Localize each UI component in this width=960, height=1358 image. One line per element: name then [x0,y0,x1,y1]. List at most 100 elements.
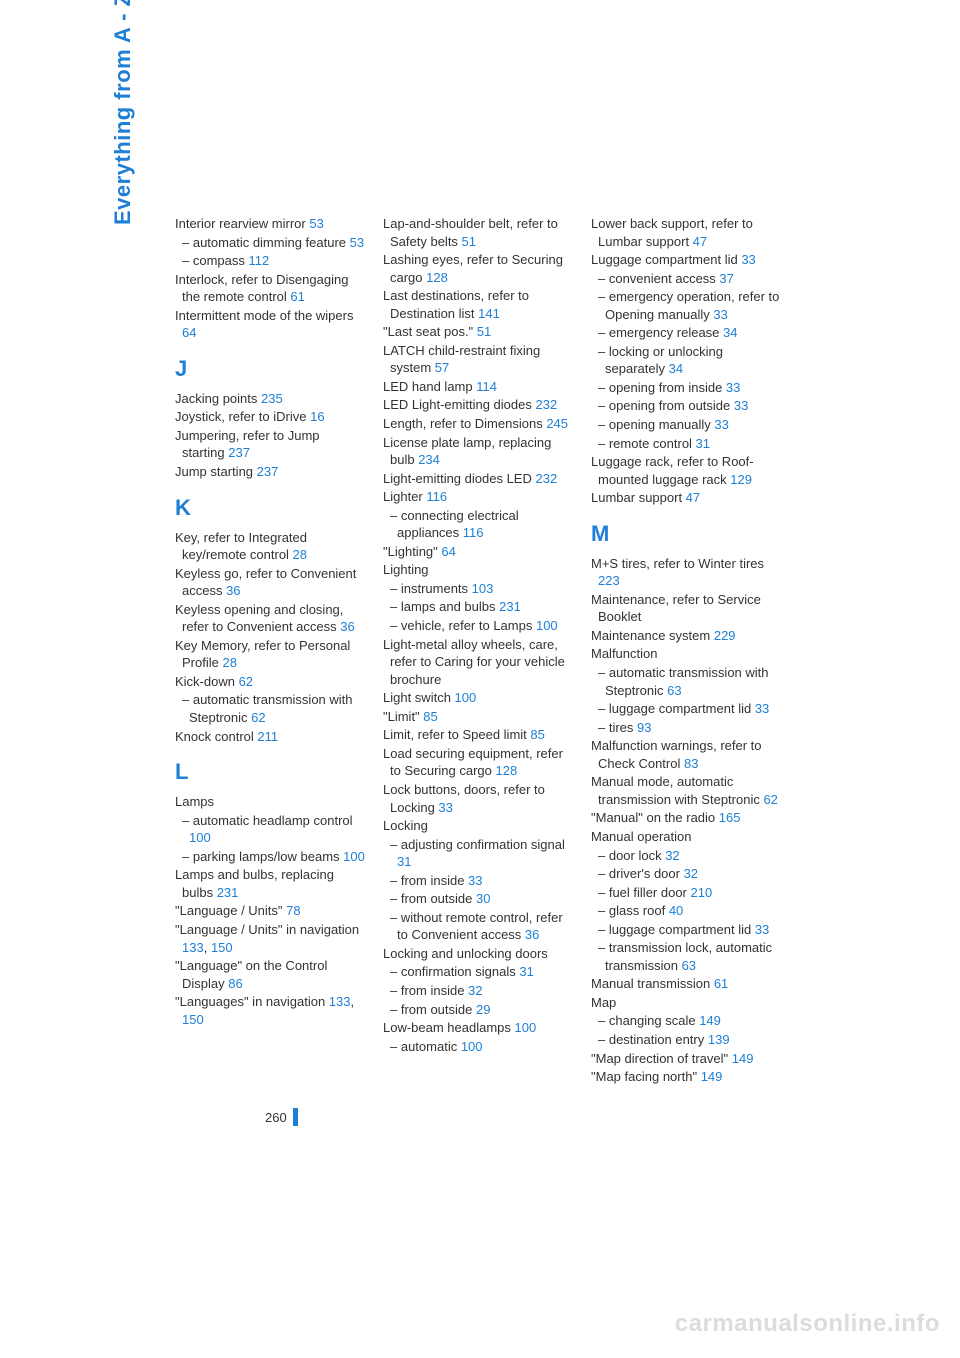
page-reference[interactable]: 16 [310,409,324,424]
page-reference[interactable]: 114 [476,379,497,394]
page-reference[interactable]: 33 [468,873,482,888]
page-reference[interactable]: 63 [667,683,681,698]
index-entry-text: Load securing equipment, refer to Securi… [383,745,573,780]
page-reference[interactable]: 29 [476,1002,490,1017]
page-reference[interactable]: 100 [455,690,477,705]
page-reference[interactable]: 36 [340,619,354,634]
page-reference[interactable]: 31 [397,854,411,869]
page-reference[interactable]: 30 [476,891,490,906]
page-reference[interactable]: 231 [499,599,521,614]
page-reference[interactable]: 33 [755,922,769,937]
page-reference[interactable]: 235 [261,391,283,406]
page-reference[interactable]: 149 [699,1013,721,1028]
page-reference[interactable]: 128 [496,763,518,778]
page-reference[interactable]: 34 [723,325,737,340]
page-reference[interactable]: 223 [598,573,620,588]
page-reference[interactable]: 116 [463,525,484,540]
page-reference[interactable]: 51 [477,324,491,339]
page-reference[interactable]: 139 [708,1032,730,1047]
page-reference[interactable]: 57 [435,360,449,375]
page-reference[interactable]: 231 [217,885,239,900]
page-reference[interactable]: 116 [426,489,447,504]
page-reference[interactable]: 128 [426,270,448,285]
page-reference[interactable]: 33 [714,417,728,432]
page-reference[interactable]: 53 [350,235,364,250]
page-reference[interactable]: 100 [515,1020,537,1035]
page-reference[interactable]: 85 [530,727,544,742]
page-reference[interactable]: 33 [741,252,755,267]
page-reference[interactable]: 62 [239,674,253,689]
page-reference[interactable]: 61 [714,976,728,991]
page-reference[interactable]: 112 [248,253,269,268]
page-reference[interactable]: 33 [438,800,452,815]
page-reference[interactable]: 33 [713,307,727,322]
page-reference[interactable]: 40 [669,903,683,918]
page-reference[interactable]: 150 [182,1012,204,1027]
page-reference[interactable]: 234 [418,452,440,467]
page-reference[interactable]: 245 [546,416,568,431]
index-entry-text: Luggage compartment lid 33 [591,251,781,269]
page-reference[interactable]: 51 [462,234,476,249]
index-entry: – glass roof 40 [591,902,781,920]
page-reference[interactable]: 93 [637,720,651,735]
page-reference[interactable]: 33 [726,380,740,395]
page-reference[interactable]: 32 [468,983,482,998]
index-entry: LED Light-emitting diodes 232 [383,396,573,414]
page-reference[interactable]: 78 [286,903,300,918]
page-reference[interactable]: 62 [251,710,265,725]
page-reference[interactable]: 232 [535,397,557,412]
page-reference[interactable]: 103 [472,581,494,596]
page-reference[interactable]: 237 [228,445,250,460]
page-reference[interactable]: 149 [701,1069,723,1084]
index-subentry-text: – locking or unlocking separately 34 [591,343,781,378]
page-reference[interactable]: 61 [290,289,304,304]
page-reference[interactable]: 149 [732,1051,754,1066]
page-reference[interactable]: 32 [684,866,698,881]
entry-label: Keyless opening and closing, refer to Co… [175,602,343,635]
page-reference[interactable]: 33 [755,701,769,716]
page-reference[interactable]: 133 [182,940,204,955]
page-reference[interactable]: 34 [669,361,683,376]
page-reference[interactable]: 85 [423,709,437,724]
page-reference[interactable]: 232 [535,471,557,486]
index-entry-text: LATCH child-restraint fixing system 57 [383,342,573,377]
index-entry-text: Malfunction [591,645,781,663]
page-reference[interactable]: 86 [228,976,242,991]
page-reference[interactable]: 100 [536,618,558,633]
page-reference[interactable]: 28 [293,547,307,562]
page-reference[interactable]: 210 [691,885,713,900]
page-reference[interactable]: 129 [730,472,752,487]
page-reference[interactable]: 237 [257,464,279,479]
page-reference[interactable]: 36 [525,927,539,942]
page-reference[interactable]: 64 [182,325,196,340]
page-reference[interactable]: 100 [343,849,365,864]
page-reference[interactable]: 53 [309,216,323,231]
page-reference[interactable]: 64 [441,544,455,559]
page-reference[interactable]: 28 [222,655,236,670]
page-reference[interactable]: 229 [714,628,736,643]
page-reference[interactable]: 47 [693,234,707,249]
page-reference[interactable]: 31 [696,436,710,451]
entry-label: – luggage compartment lid [598,922,755,937]
page-reference[interactable]: 100 [189,830,211,845]
page-reference[interactable]: 100 [461,1039,483,1054]
page-reference[interactable]: 165 [719,810,741,825]
page-reference[interactable]: 36 [226,583,240,598]
index-subentry-text: – destination entry 139 [591,1031,781,1049]
page-reference[interactable]: 211 [257,729,278,744]
page-reference[interactable]: 133 [329,994,351,1009]
page-reference[interactable]: 33 [734,398,748,413]
page-reference[interactable]: 37 [719,271,733,286]
entry-label: Limit, refer to Speed limit [383,727,530,742]
page-reference[interactable]: 63 [682,958,696,973]
page-reference[interactable]: 32 [665,848,679,863]
page-reference[interactable]: 31 [519,964,533,979]
page-reference[interactable]: 62 [763,792,777,807]
index-entry: – adjusting confirmation signal 31 [383,836,573,871]
page-reference[interactable]: 47 [686,490,700,505]
entry-label: Load securing equipment, refer to Securi… [383,746,563,779]
page-reference[interactable]: 141 [478,306,500,321]
page-reference[interactable]: 150 [211,940,233,955]
index-entry-text: Light switch 100 [383,689,573,707]
page-reference[interactable]: 83 [684,756,698,771]
